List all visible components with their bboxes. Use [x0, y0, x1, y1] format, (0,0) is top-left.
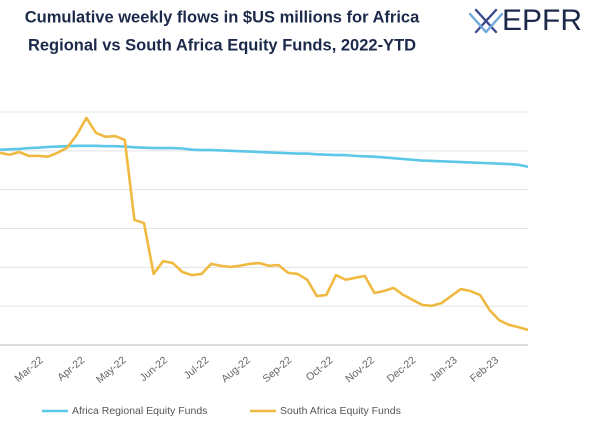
x-tick-label: Oct-22 — [304, 354, 336, 384]
x-tick-label: Jan-23 — [427, 354, 459, 384]
x-tick-label: Dec-22 — [385, 354, 419, 385]
x-tick-label: Aug-22 — [219, 354, 253, 385]
x-tick-label: May-22 — [94, 354, 129, 386]
x-tick-label: Sep-22 — [260, 354, 294, 385]
legend-label: Africa Regional Equity Funds — [72, 405, 207, 417]
series-line — [0, 144, 529, 169]
series-line — [0, 116, 529, 332]
x-tick-label: Jul-22 — [182, 354, 212, 382]
x-tick-label: Jun-22 — [138, 354, 170, 384]
logo-icon — [468, 8, 504, 34]
chart-title: Regional vs South Africa Equity Funds, 2… — [28, 36, 416, 54]
chart-title: Cumulative weekly flows in $US millions … — [25, 8, 420, 26]
x-tick-label: Feb-23 — [468, 354, 501, 385]
logo-text: EPFR — [502, 4, 582, 37]
x-tick-label: Nov-22 — [343, 354, 377, 385]
legend-label: South Africa Equity Funds — [280, 405, 401, 417]
x-tick-label: Mar-22 — [13, 354, 46, 385]
x-tick-label: Apr-22 — [55, 354, 87, 384]
